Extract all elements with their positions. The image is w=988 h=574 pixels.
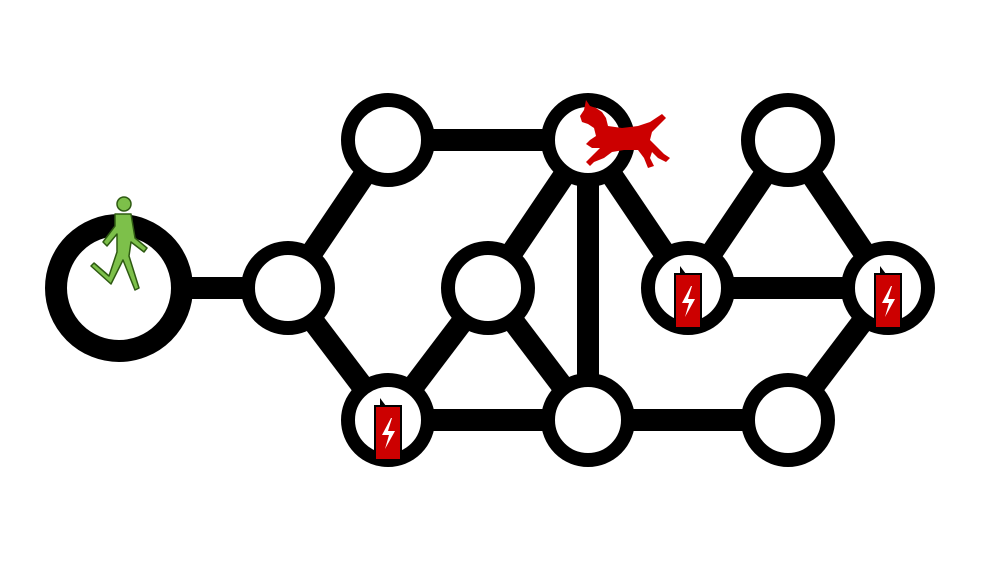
game-pieces [90, 100, 902, 461]
graph-node[interactable] [241, 241, 335, 335]
dog-icon [580, 100, 670, 168]
graph-node[interactable] [741, 93, 835, 187]
battery-icon [374, 398, 402, 461]
battery-icon [674, 266, 702, 329]
graph-node[interactable] [341, 93, 435, 187]
graph-node[interactable] [741, 373, 835, 467]
graph-node[interactable] [541, 373, 635, 467]
graph-nodes [45, 93, 935, 467]
battery-icon [874, 266, 902, 329]
graph-node[interactable] [441, 241, 535, 335]
walking-person-icon [90, 196, 148, 291]
